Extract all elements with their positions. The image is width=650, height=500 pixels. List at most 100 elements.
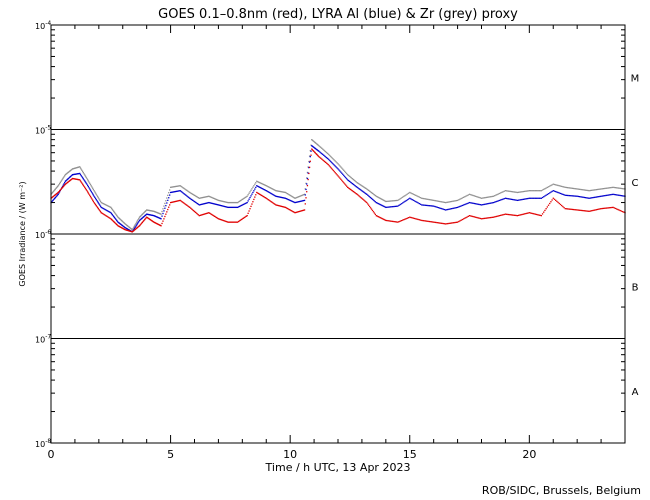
y-tick-label: 10-6 <box>35 229 51 240</box>
series-point <box>507 190 509 192</box>
series-point <box>191 199 194 201</box>
series-point <box>259 194 262 196</box>
series-point <box>158 217 160 219</box>
series-point <box>100 212 102 214</box>
series-point <box>138 216 141 218</box>
series-point <box>407 198 410 200</box>
series-point <box>373 200 376 202</box>
series-point <box>184 203 186 205</box>
series-point <box>138 225 141 227</box>
series-point <box>395 205 398 207</box>
series-point <box>395 221 398 223</box>
series-point <box>64 175 66 177</box>
series-point <box>527 197 529 200</box>
series-point <box>71 174 73 176</box>
series-point <box>507 198 509 200</box>
series-point <box>61 186 64 189</box>
series-point <box>128 229 131 231</box>
series-point <box>275 195 277 197</box>
series-point <box>198 197 200 199</box>
series-point <box>381 204 383 207</box>
series-point <box>62 177 64 179</box>
series-point <box>381 217 383 220</box>
series-point <box>348 175 351 177</box>
series-point <box>278 205 280 207</box>
series-point <box>84 174 86 176</box>
series-point <box>271 201 273 203</box>
series-point <box>568 208 570 210</box>
series-point <box>119 223 121 225</box>
series-point <box>280 191 283 193</box>
series-point <box>397 199 399 202</box>
series-point <box>80 168 82 170</box>
series-point <box>340 171 342 173</box>
series-point <box>335 166 337 168</box>
series-point <box>458 206 460 208</box>
series-point <box>92 199 94 201</box>
series-point <box>158 224 160 226</box>
series-point <box>423 198 425 200</box>
series-point <box>304 188 306 190</box>
series-point <box>156 222 158 225</box>
series-point <box>240 199 243 201</box>
series-point <box>330 167 333 169</box>
series-point <box>528 197 531 199</box>
series-point <box>194 195 197 197</box>
series-point <box>133 225 136 227</box>
series-point <box>429 199 431 201</box>
series-point <box>578 209 581 211</box>
series-point <box>199 214 201 217</box>
series-point <box>149 214 151 216</box>
series-point <box>443 223 446 225</box>
series-point <box>617 194 619 196</box>
series-point <box>329 160 332 162</box>
series-point <box>167 199 169 202</box>
series-point <box>143 216 145 218</box>
series-point <box>69 180 71 182</box>
series-point <box>559 185 562 187</box>
series-point <box>246 214 248 217</box>
series-point <box>559 192 562 195</box>
series-point <box>231 221 233 223</box>
series-point <box>91 186 93 188</box>
series-point <box>215 198 218 201</box>
series-point <box>311 145 313 147</box>
series-point <box>377 202 379 205</box>
series-point <box>168 197 170 199</box>
series-point <box>544 188 546 190</box>
series-point <box>225 201 227 203</box>
series-point <box>572 187 575 190</box>
series-point <box>527 190 529 192</box>
series-point <box>280 205 282 207</box>
series-point <box>436 200 438 202</box>
series-point <box>66 179 68 181</box>
series-point <box>284 197 287 199</box>
series-point <box>571 208 574 211</box>
series-point <box>63 183 65 185</box>
series-point <box>593 209 595 211</box>
series-point <box>300 200 302 202</box>
series-point <box>129 227 131 229</box>
series-point <box>386 200 388 203</box>
series-point <box>299 210 301 212</box>
series-point <box>195 202 198 204</box>
series-point <box>148 214 151 216</box>
series-point <box>322 153 324 156</box>
series-point <box>89 183 92 186</box>
series-point <box>495 215 497 218</box>
series-point <box>273 194 275 196</box>
series-point <box>115 218 117 220</box>
series-point <box>290 209 292 212</box>
series-point <box>276 195 278 198</box>
series-point <box>349 181 352 183</box>
series-point <box>449 201 452 203</box>
series-point <box>612 186 614 188</box>
series-lyra-al <box>50 145 626 233</box>
series-point <box>478 217 480 219</box>
series-point <box>162 220 164 222</box>
series-point <box>151 210 153 212</box>
series-point <box>84 180 86 182</box>
series-point <box>383 218 385 221</box>
series-point <box>535 213 538 216</box>
series-point <box>147 217 149 219</box>
